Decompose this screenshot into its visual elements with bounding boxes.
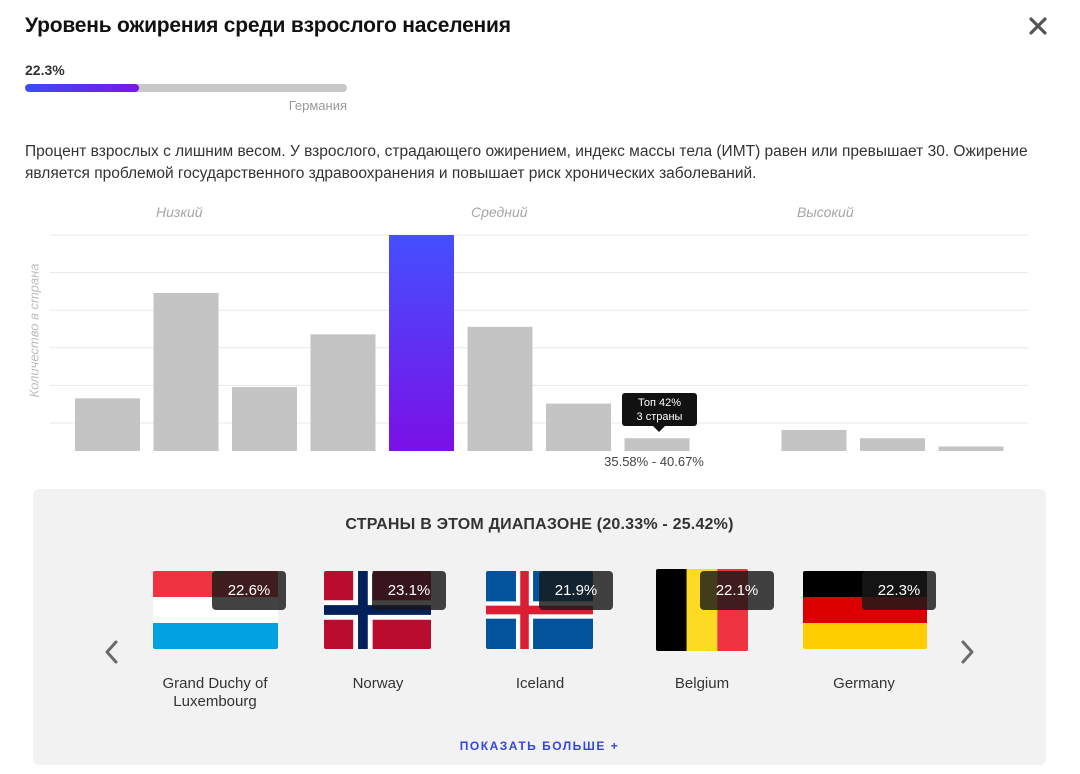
histogram-bar[interactable]: [860, 438, 925, 451]
histogram-bar[interactable]: [938, 446, 1004, 451]
value-badge: 23.1%: [372, 571, 446, 610]
tooltip-line-1: Топ 42%: [637, 397, 681, 409]
country-name: Germany: [833, 675, 895, 692]
histogram-svg: [50, 234, 1028, 451]
close-icon[interactable]: [1024, 12, 1052, 40]
histogram-bar[interactable]: [546, 403, 611, 451]
band-label-low: Низкий: [156, 204, 203, 220]
value-label: 22.3%: [25, 62, 65, 78]
histogram-bar[interactable]: [624, 438, 690, 451]
value-badge: 22.6%: [212, 571, 286, 610]
histogram-bar-selected[interactable]: [389, 235, 454, 451]
country-name: Iceland: [515, 675, 565, 692]
band-label-mid: Средний: [471, 204, 528, 220]
band-label-high: Высокий: [797, 204, 854, 220]
value-badge: 21.9%: [539, 571, 613, 610]
value-badge: 22.3%: [862, 571, 936, 610]
y-axis-label: Количество в страна: [26, 263, 42, 398]
histogram-bar[interactable]: [153, 292, 219, 451]
country-name: Belgium: [674, 675, 730, 692]
chevron-left-icon[interactable]: [99, 637, 125, 667]
bar-tooltip: Топ 42% 3 страны: [622, 393, 697, 432]
description: Процент взрослых с лишним весом. У взрос…: [25, 143, 1028, 182]
tooltip-line-2: 3 страны: [636, 411, 683, 423]
countries-panel: СТРАНЫ В ЭТОМ ДИАПАЗОНЕ (20.33% - 25.42%…: [33, 489, 1046, 765]
show-more-link[interactable]: ПОКАЗАТЬ БОЛЬШЕ +: [459, 739, 620, 753]
progress-fill: [25, 84, 139, 92]
histogram-bar[interactable]: [467, 326, 533, 451]
chevron-right-icon[interactable]: [954, 637, 980, 667]
panel-title: СТРАНЫ В ЭТОМ ДИАПАЗОНЕ (20.33% - 25.42%…: [345, 516, 734, 533]
histogram-chart: Низкий Средний Высокий Количество в стра…: [0, 195, 1080, 480]
page-title: Уровень ожирения среди взрослого населен…: [25, 14, 511, 37]
histogram-bar[interactable]: [781, 429, 847, 451]
histogram-bar[interactable]: [232, 387, 297, 451]
histogram-bar[interactable]: [75, 398, 140, 451]
value-badge: 22.1%: [700, 571, 774, 610]
histogram-bar[interactable]: [310, 334, 376, 451]
progress-bar: [25, 84, 347, 92]
range-label: 35.58% - 40.67%: [604, 454, 704, 469]
country-name: Norway: [352, 675, 404, 692]
country-name: Grand Duchy of Luxembourg: [162, 675, 268, 710]
country-caption: Германия: [288, 98, 347, 113]
